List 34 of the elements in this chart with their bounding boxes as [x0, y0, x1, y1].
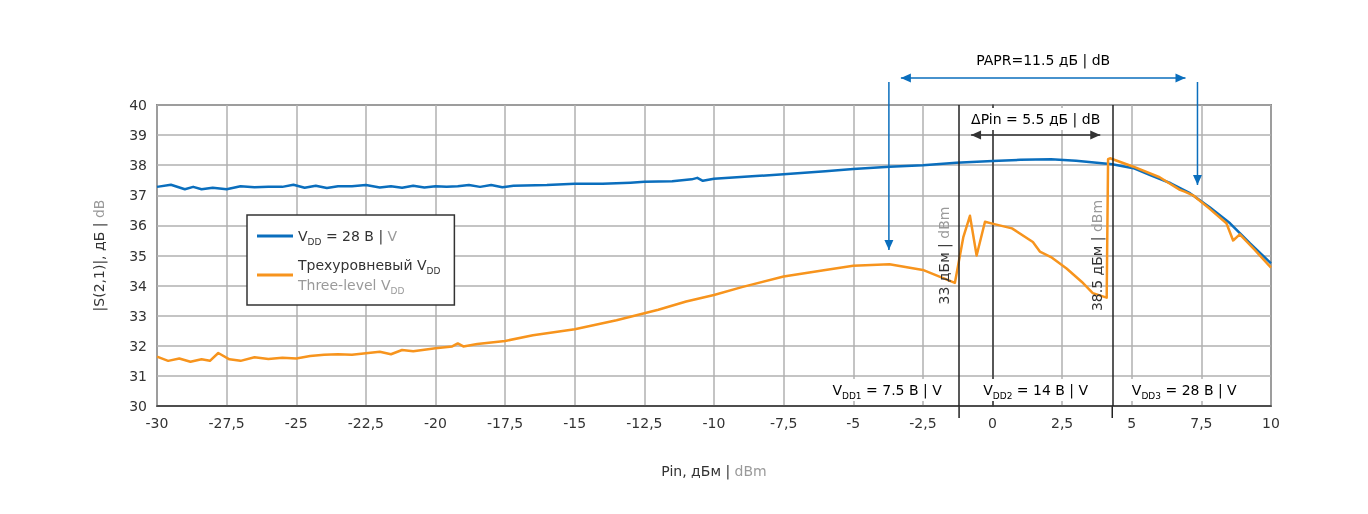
ref-line-label: 38.5 дБм | dBm [1089, 199, 1107, 312]
x-tick-label: -25 [284, 415, 308, 431]
x-axis-title: Pin, дБм | dBm [661, 463, 767, 480]
x-tick-label: -5 [846, 415, 861, 431]
y-tick-label: 39 [129, 127, 147, 144]
x-tick-label: -10 [702, 415, 726, 431]
y-tick-label: 33 [129, 307, 147, 324]
x-tick-label: 10 [1262, 415, 1280, 431]
y-axis-title: |S(2,1)|, дБ | dB [91, 199, 108, 312]
x-tick-label: -15 [563, 415, 587, 431]
x-tick-label: -22,5 [347, 415, 384, 431]
x-tick-label: -27,5 [208, 415, 245, 431]
ref-line-label: 33 дБм | dBm [936, 206, 954, 305]
x-tick-label: -12,5 [626, 415, 663, 431]
x-tick-label: -20 [424, 415, 447, 431]
y-tick-label: 35 [129, 247, 147, 264]
annotation: ΔPin = 5.5 дБ | dB [971, 111, 1101, 128]
x-tick-label: 5 [1127, 415, 1137, 431]
x-tick-label: 2,5 [1050, 415, 1074, 431]
x-tick-label: 7,5 [1190, 415, 1213, 431]
y-tick-label: 38 [129, 157, 147, 174]
y-tick-label: 32 [129, 337, 147, 354]
x-tick-label: -2,5 [909, 415, 937, 431]
x-tick-label: 0 [988, 415, 997, 431]
x-tick-label: -30 [145, 415, 169, 431]
y-tick-label: 37 [129, 187, 147, 204]
text: PAPR=11.5 дБ | dB [976, 52, 1111, 69]
y-tick-label: 30 [129, 398, 147, 414]
y-tick-label: 31 [129, 367, 147, 384]
x-tick-label: -7,5 [769, 415, 798, 431]
x-tick-label: -17,5 [487, 415, 524, 431]
y-tick-label: 34 [129, 277, 148, 294]
y-tick-label: 40 [129, 97, 147, 113]
y-tick-label: 36 [129, 217, 148, 234]
